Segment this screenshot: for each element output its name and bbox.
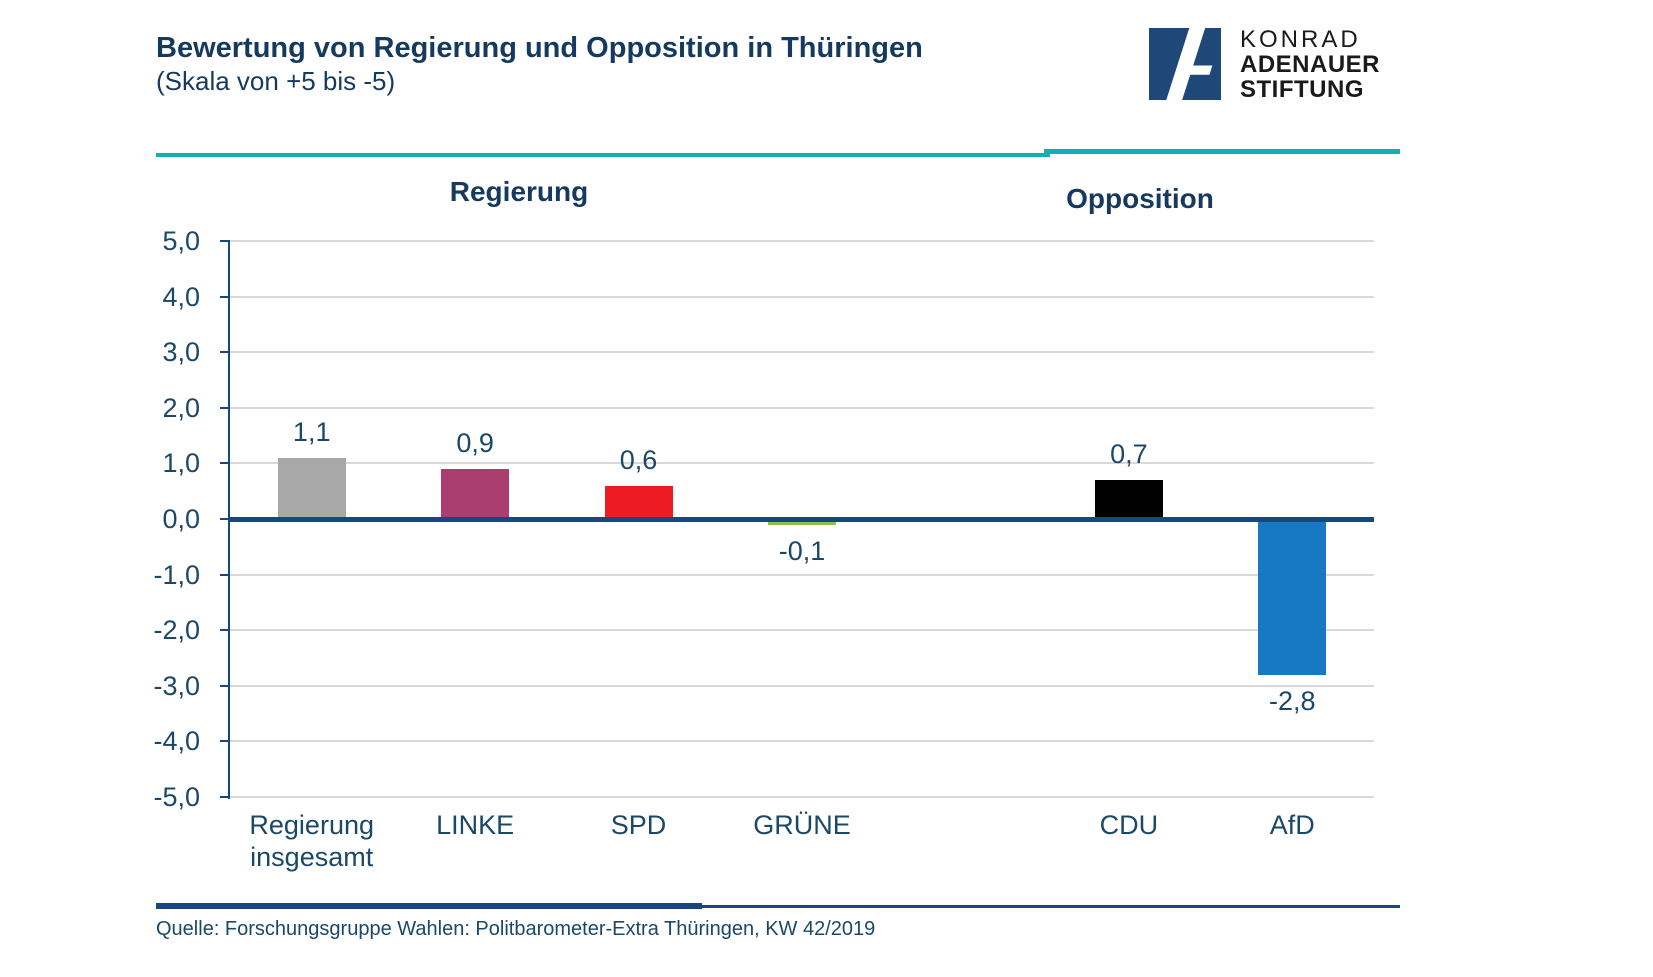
gridline <box>230 240 1374 242</box>
bar-chart-plot: 5,0 4,0 3,0 2,0 1,0 0,0 -1,0 -2,0 -3,0 -4,0 -5,0 1,… <box>153 226 1374 872</box>
x-axis-label-linke: LINKE <box>436 810 515 840</box>
y-axis-tick <box>220 573 229 576</box>
bar-afd <box>1258 519 1327 675</box>
y-axis-label: 1,0 <box>162 448 200 479</box>
y-axis-tick <box>220 518 229 520</box>
bar-value-label-linke: 0,9 <box>456 427 494 458</box>
gridline <box>230 406 1374 409</box>
y-axis-label: 3,0 <box>162 337 200 368</box>
logo-line-konrad: KONRAD <box>1240 26 1361 53</box>
group-header-opposition: Opposition <box>1066 183 1214 214</box>
logo-line-adenauer: ADENAUER <box>1240 51 1381 78</box>
y-axis-label: -3,0 <box>153 670 200 701</box>
y-axis-tick <box>220 351 229 354</box>
page-title: Bewertung von Regierung und Opposition i… <box>156 32 923 64</box>
y-axis-label: 2,0 <box>162 392 200 423</box>
x-axis-label-spd: SPD <box>610 810 667 840</box>
gridline <box>230 462 1374 465</box>
bar-linke <box>441 468 510 519</box>
logo-line-stiftung: STIFTUNG <box>1240 76 1364 103</box>
y-axis-label: 4,0 <box>162 281 200 312</box>
teal-divider-right-segment <box>1044 149 1400 154</box>
y-axis-tick <box>220 629 229 632</box>
bar-value-label-regierung-insgesamt: 1,1 <box>292 416 331 447</box>
x-axis-label-gr-ne: GRÜNE <box>753 810 851 840</box>
bar-gr-ne <box>768 519 836 525</box>
bar-cdu <box>1094 480 1163 519</box>
source-note: Quelle: Forschungsgruppe Wahlen: Politba… <box>156 918 876 940</box>
bar-value-label-spd: 0,6 <box>619 444 658 475</box>
kas-logo-icon <box>1149 28 1221 100</box>
gridline <box>230 629 1374 632</box>
y-axis-label: -2,0 <box>153 615 200 646</box>
bar-regierung-insgesamt <box>277 457 346 519</box>
y-axis-label: 0,0 <box>162 504 200 534</box>
gridline <box>230 351 1374 354</box>
y-axis-tick <box>220 796 229 798</box>
y-axis-tick <box>220 406 229 409</box>
y-axis-tick <box>220 240 229 242</box>
y-axis-tick <box>220 462 229 465</box>
footer-rule-thin <box>698 905 1400 908</box>
gridline <box>230 796 1374 798</box>
bar-value-label-gr-ne: -0,1 <box>778 535 826 566</box>
gridline <box>230 573 1374 576</box>
kas-logo-text: KONRAD ADENAUER STIFTUNG <box>1240 27 1380 102</box>
page-subtitle: (Skala von +5 bis -5) <box>156 66 396 96</box>
bar-value-label-afd: -2,8 <box>1269 685 1316 716</box>
x-axis-label-afd: AfD <box>1269 810 1315 840</box>
gridline <box>230 740 1374 743</box>
teal-divider-left-segment <box>156 153 1050 157</box>
zero-baseline <box>230 516 1374 522</box>
y-axis-line <box>228 240 230 799</box>
y-axis-label: -1,0 <box>153 559 200 590</box>
y-axis-tick <box>220 684 229 687</box>
footer-rule-thick <box>156 903 702 909</box>
y-axis-label: 5,0 <box>162 226 200 256</box>
bar-spd <box>604 485 673 519</box>
group-header-regierung: Regierung <box>449 176 589 207</box>
y-axis-label: -5,0 <box>153 782 200 812</box>
bar-value-label-cdu: 0,7 <box>1110 439 1148 470</box>
y-axis-label: -4,0 <box>153 726 200 757</box>
gridline <box>230 684 1374 687</box>
x-axis-label-cdu: CDU <box>1099 810 1159 840</box>
kas-logo: KONRAD ADENAUER STIFTUNG <box>1146 27 1380 102</box>
y-axis-tick <box>220 740 229 743</box>
gridline <box>230 295 1374 298</box>
y-axis-tick <box>220 295 229 298</box>
x-axis-label-regierung-insgesamt: Regierung insgesamt <box>249 810 374 872</box>
